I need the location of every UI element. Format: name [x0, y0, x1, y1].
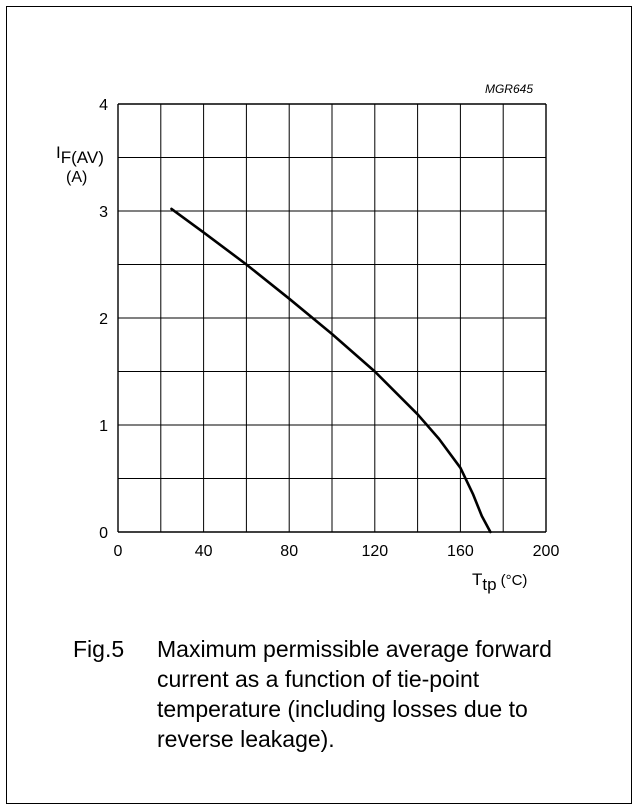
series-line — [170, 207, 492, 534]
caption-text: Maximum permissible average forward curr… — [157, 634, 597, 754]
x-tick-label: 120 — [361, 543, 388, 560]
chart-grid — [117, 103, 547, 533]
y-tick-label: 3 — [99, 204, 108, 221]
x-tick-label: 160 — [447, 543, 474, 560]
caption-line: Maximum permissible average forward — [157, 636, 552, 662]
x-tick-label: 0 — [114, 543, 123, 560]
figure-frame — [6, 6, 632, 804]
y-axis-label: IF(AV) — [56, 143, 104, 167]
caption-line: reverse leakage). — [157, 726, 335, 752]
y-tick-label: 2 — [99, 311, 108, 328]
x-axis-label: Ttp (°C) — [472, 570, 527, 594]
tick-labels: 0 40 80 120 160 200 0 1 2 3 4 — [99, 97, 559, 560]
y-tick-label: 1 — [99, 418, 108, 435]
caption-line: temperature (including losses due to — [157, 696, 528, 722]
caption-line: current as a function of tie-point — [157, 666, 480, 692]
x-tick-label: 80 — [280, 543, 298, 560]
x-tick-label: 40 — [195, 543, 213, 560]
chart-code-label: MGR645 — [485, 82, 533, 96]
y-axis-unit: (A) — [66, 169, 87, 186]
x-tick-label: 200 — [533, 543, 560, 560]
chart: 0 40 80 120 160 200 0 1 2 3 4 MGR645 IF(AV) (A) Tt… — [56, 82, 559, 594]
y-tick-label: 4 — [99, 97, 108, 114]
figure-number: Fig.5 — [73, 636, 125, 662]
y-tick-label: 0 — [99, 525, 108, 542]
